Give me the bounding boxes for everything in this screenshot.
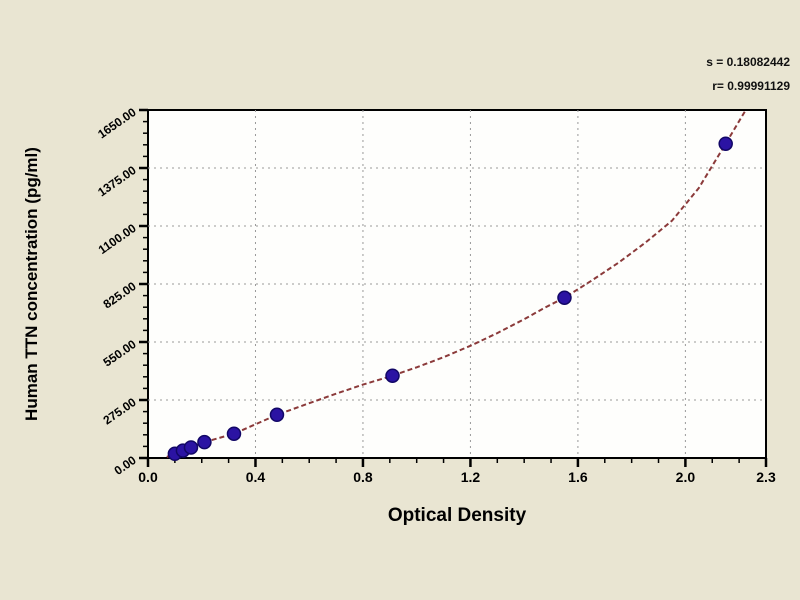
data-point	[385, 368, 400, 383]
x-axis-title: Optical Density	[387, 505, 527, 526]
x-tick-label: 2.3	[756, 469, 776, 485]
y-tick-label: 0.00	[112, 453, 139, 478]
data-point	[197, 434, 212, 450]
stat-r-value: r= 0.99991129	[712, 79, 790, 93]
stat-s-value: s = 0.18082442	[706, 55, 790, 69]
y-tick-label: 825.00	[101, 279, 139, 312]
curve-fit-stats: s = 0.18082442 r= 0.99991129	[706, 50, 790, 98]
x-tick-label: 2.0	[676, 469, 696, 485]
x-tick-label: 0.4	[246, 469, 266, 485]
y-tick-label: 275.00	[101, 395, 139, 428]
fit-curve	[166, 110, 747, 458]
data-point	[718, 136, 733, 151]
data-point	[226, 426, 242, 441]
y-tick-label: 1100.00	[96, 221, 139, 257]
plot-area	[147, 109, 767, 459]
data-point	[269, 407, 285, 423]
data-point	[557, 290, 572, 305]
data-point	[183, 440, 199, 455]
x-tick-label: 0.0	[138, 469, 158, 485]
x-tick-label: 1.2	[461, 469, 481, 485]
y-tick-label: 550.00	[101, 337, 139, 370]
y-tick-label: 1650.00	[95, 105, 139, 142]
x-tick-label: 1.6	[568, 469, 588, 485]
y-tick-label: 1375.00	[95, 163, 139, 200]
x-tick-label: 0.8	[353, 469, 373, 485]
